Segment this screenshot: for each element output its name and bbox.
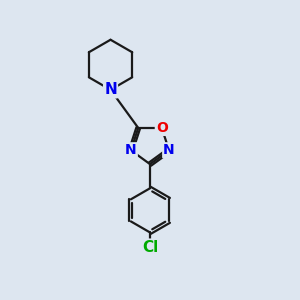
Text: Cl: Cl [142,240,158,255]
Text: N: N [104,82,117,97]
Text: N: N [125,143,137,157]
Text: O: O [156,121,168,135]
Text: N: N [163,143,175,157]
